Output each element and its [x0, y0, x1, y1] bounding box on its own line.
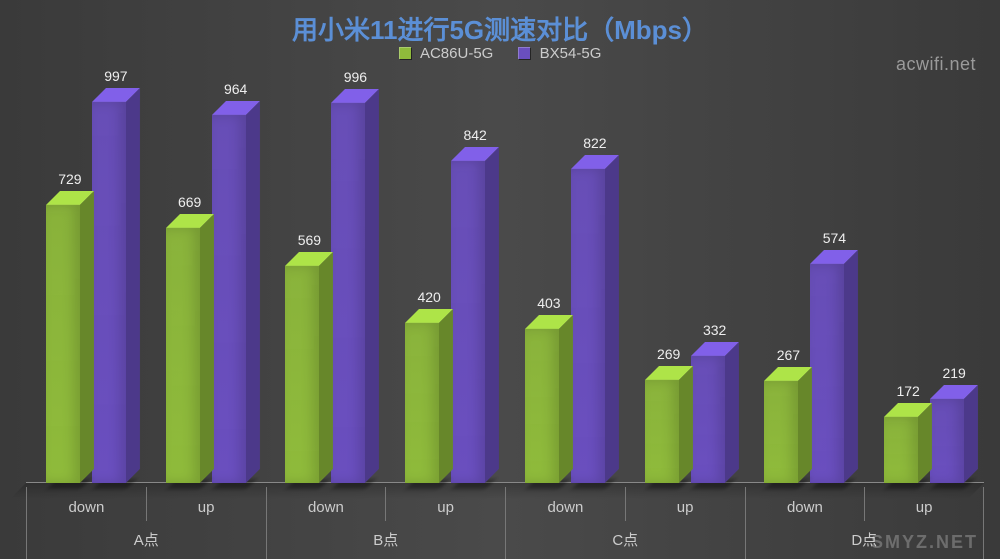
- x-axis-subgroup-row: downupdownupdownupdownup: [26, 493, 984, 521]
- bar-value-label: 267: [758, 347, 818, 363]
- x-subgroup-label: up: [146, 493, 266, 521]
- chart-title: 用小米11进行5G测速对比（Mbps）: [0, 0, 1000, 44]
- bar: [46, 205, 80, 483]
- watermark-top: acwifi.net: [896, 54, 976, 75]
- x-group-label: A点: [26, 525, 266, 553]
- chart-container: 用小米11进行5G测速对比（Mbps） AC86U-5G BX54-5G acw…: [0, 0, 1000, 559]
- bar-value-label: 332: [685, 322, 745, 338]
- bar: [451, 161, 485, 483]
- legend-label-1: BX54-5G: [540, 45, 602, 62]
- x-subgroup-label: up: [385, 493, 505, 521]
- x-subgroup-label: up: [625, 493, 745, 521]
- bar: [166, 228, 200, 483]
- x-subgroup-label: down: [266, 493, 386, 521]
- legend-item-0: AC86U-5G: [399, 44, 494, 64]
- bar-value-label: 172: [878, 383, 938, 399]
- bar-value-label: 403: [519, 295, 579, 311]
- x-subgroup-label: up: [864, 493, 984, 521]
- bar-value-label: 219: [924, 365, 984, 381]
- x-subgroup-label: down: [26, 493, 146, 521]
- bar: [285, 266, 319, 483]
- bar-value-label: 842: [445, 127, 505, 143]
- legend-swatch-0: [399, 47, 411, 59]
- bar: [405, 323, 439, 483]
- bar-value-label: 420: [399, 289, 459, 305]
- bar: [571, 169, 605, 483]
- bar-value-label: 822: [565, 135, 625, 151]
- bar-value-label: 269: [639, 346, 699, 362]
- bar-value-label: 569: [279, 232, 339, 248]
- x-axis: downupdownupdownupdownup A点B点C点D点: [26, 483, 984, 559]
- watermark-bottom: SMYZ.NET: [871, 532, 978, 553]
- chart-legend: AC86U-5G BX54-5G: [0, 44, 1000, 70]
- x-group-label: B点: [266, 525, 506, 553]
- x-axis-group-row: A点B点C点D点: [26, 525, 984, 553]
- bar-value-label: 729: [40, 171, 100, 187]
- bar: [645, 380, 679, 483]
- bar-value-label: 996: [325, 69, 385, 85]
- legend-item-1: BX54-5G: [518, 44, 602, 64]
- x-group-label: C点: [505, 525, 745, 553]
- bar: [884, 417, 918, 483]
- legend-swatch-1: [518, 47, 530, 59]
- bar: [331, 103, 365, 483]
- bar: [930, 399, 964, 483]
- bar: [691, 356, 725, 483]
- bar: [764, 381, 798, 483]
- legend-label-0: AC86U-5G: [420, 45, 493, 62]
- bar-value-label: 964: [206, 81, 266, 97]
- x-subgroup-label: down: [505, 493, 625, 521]
- x-subgroup-label: down: [745, 493, 865, 521]
- bar-value-label: 997: [86, 68, 146, 84]
- bar-value-label: 574: [804, 230, 864, 246]
- bar: [212, 115, 246, 483]
- bar: [525, 329, 559, 483]
- bar-value-label: 669: [160, 194, 220, 210]
- bar: [810, 264, 844, 483]
- plot-area: 7299976699645699964208424038222693322675…: [26, 82, 984, 483]
- bar: [92, 102, 126, 483]
